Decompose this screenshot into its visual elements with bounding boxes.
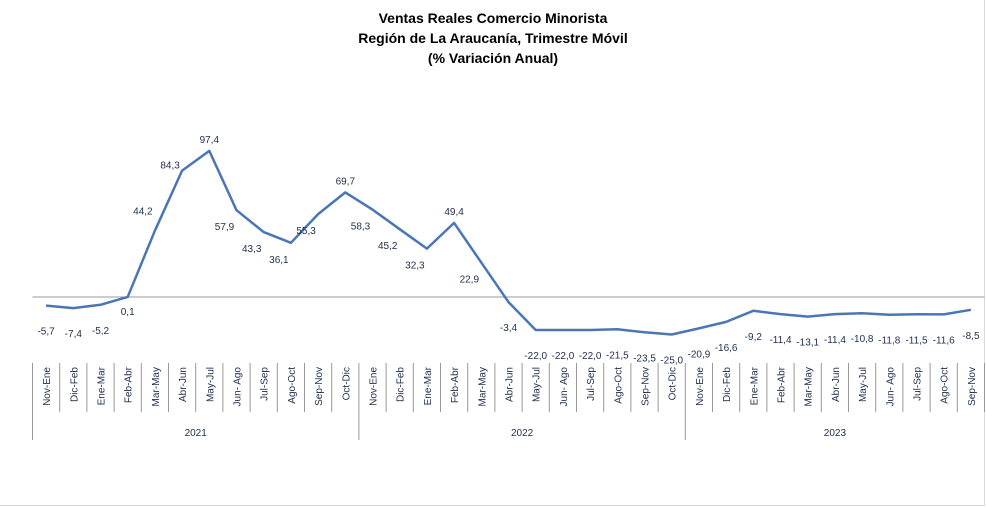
category-label: Ene-Mar [749,366,760,405]
data-label: 32,3 [405,261,425,272]
chart-title-line-1: Ventas Reales Comercio Minorista [378,10,608,26]
category-label: Oct-Dic [668,367,679,400]
category-label: Jun- Ago [559,367,570,407]
data-label: 97,4 [200,135,220,146]
data-label: -11,4 [824,335,846,346]
data-label: -25,0 [660,356,683,367]
category-label: Ene-Mar [423,366,434,405]
data-label: 55,3 [296,226,316,237]
category-label: Jul-Sep [586,367,597,401]
category-label: Sep-Nov [314,367,325,406]
data-label: 43,3 [242,244,262,255]
category-label: May-Jul [205,367,216,402]
category-label: Jul-Sep [913,367,924,401]
data-label: -16,6 [715,343,738,354]
data-label: 45,2 [378,241,398,252]
data-label: -21,5 [606,350,629,361]
data-label: -11,6 [933,335,955,346]
data-label: -5,7 [37,327,55,338]
data-label: -22,0 [552,351,575,362]
data-label: -22,0 [524,351,547,362]
category-label: Feb-Abr [124,366,135,403]
category-label: Abr-Jun [178,367,189,402]
data-label: 49,4 [444,207,464,218]
category-label: May-Jul [858,367,869,402]
data-label: 84,3 [160,161,180,172]
category-label: Ago-Oct [287,367,298,404]
chart-title-line-2: Región de La Araucanía, Trimestre Móvil [358,30,628,46]
data-label: -13,1 [796,338,819,349]
data-label: -10,8 [851,334,874,345]
category-label: Dic-Feb [722,367,733,402]
data-label: -11,5 [905,335,927,346]
data-label: 44,2 [133,207,153,218]
category-label: Dic-Feb [69,367,80,402]
year-label: 2023 [824,428,847,439]
category-label: Ago-Oct [613,367,624,404]
data-labels: -5,7 -7,4 -5,2 0,1 44,2 84,3 97,4 57,9 43,3 36,1 5… [37,135,979,367]
category-label: Jun- Ago [233,367,244,407]
data-label: -11,4 [769,335,791,346]
category-label: Ago-Oct [940,367,951,404]
year-label: 2022 [511,428,534,439]
data-label: 57,9 [215,222,235,233]
data-label: -9,2 [745,332,763,343]
data-label: -8,5 [962,331,980,342]
data-label: -3,4 [500,323,518,334]
data-label: 0,1 [121,307,135,318]
data-label: -22,0 [579,351,602,362]
category-label: Oct-Dic [341,367,352,400]
category-label: Jun- Ago [885,367,896,407]
category-label: Sep-Nov [967,367,978,406]
data-label: -20,9 [688,349,711,360]
category-label: Nov-Ene [42,367,53,406]
category-label: Nov-Ene [695,367,706,406]
category-label: May-Jul [532,367,543,402]
category-label: Abr-Jun [831,367,842,402]
category-label: Sep-Nov [641,367,652,406]
category-label: Jul-Sep [260,367,271,401]
data-label: 22,9 [460,275,480,286]
data-label: 36,1 [269,255,289,266]
category-label: Feb-Abr [450,366,461,403]
data-label: -5,2 [92,326,110,337]
category-label: Ene-Mar [97,366,108,405]
category-label: Feb-Abr [777,366,788,403]
series-line [45,149,972,336]
chart-title-line-3: (% Variación Anual) [427,50,559,66]
data-label: 58,3 [351,222,371,233]
year-groups: 2021 2022 2023 [32,412,847,440]
data-label: -11,8 [878,336,900,347]
category-ticks [32,363,985,412]
year-label: 2021 [185,428,208,439]
category-label: Mar-May [477,367,488,406]
category-label: Abr-Jun [505,367,516,402]
data-label: 69,7 [336,176,356,187]
data-label: -23,5 [633,353,656,364]
category-label: Mar-May [151,367,162,406]
category-labels: Nov-Ene Dic-Feb Ene-Mar Feb-Abr Mar-May Abr-J… [42,366,978,406]
category-label: Mar-May [804,367,815,406]
data-label: -7,4 [65,329,83,340]
category-label: Dic-Feb [396,367,407,402]
category-label: Nov-Ene [369,367,380,406]
